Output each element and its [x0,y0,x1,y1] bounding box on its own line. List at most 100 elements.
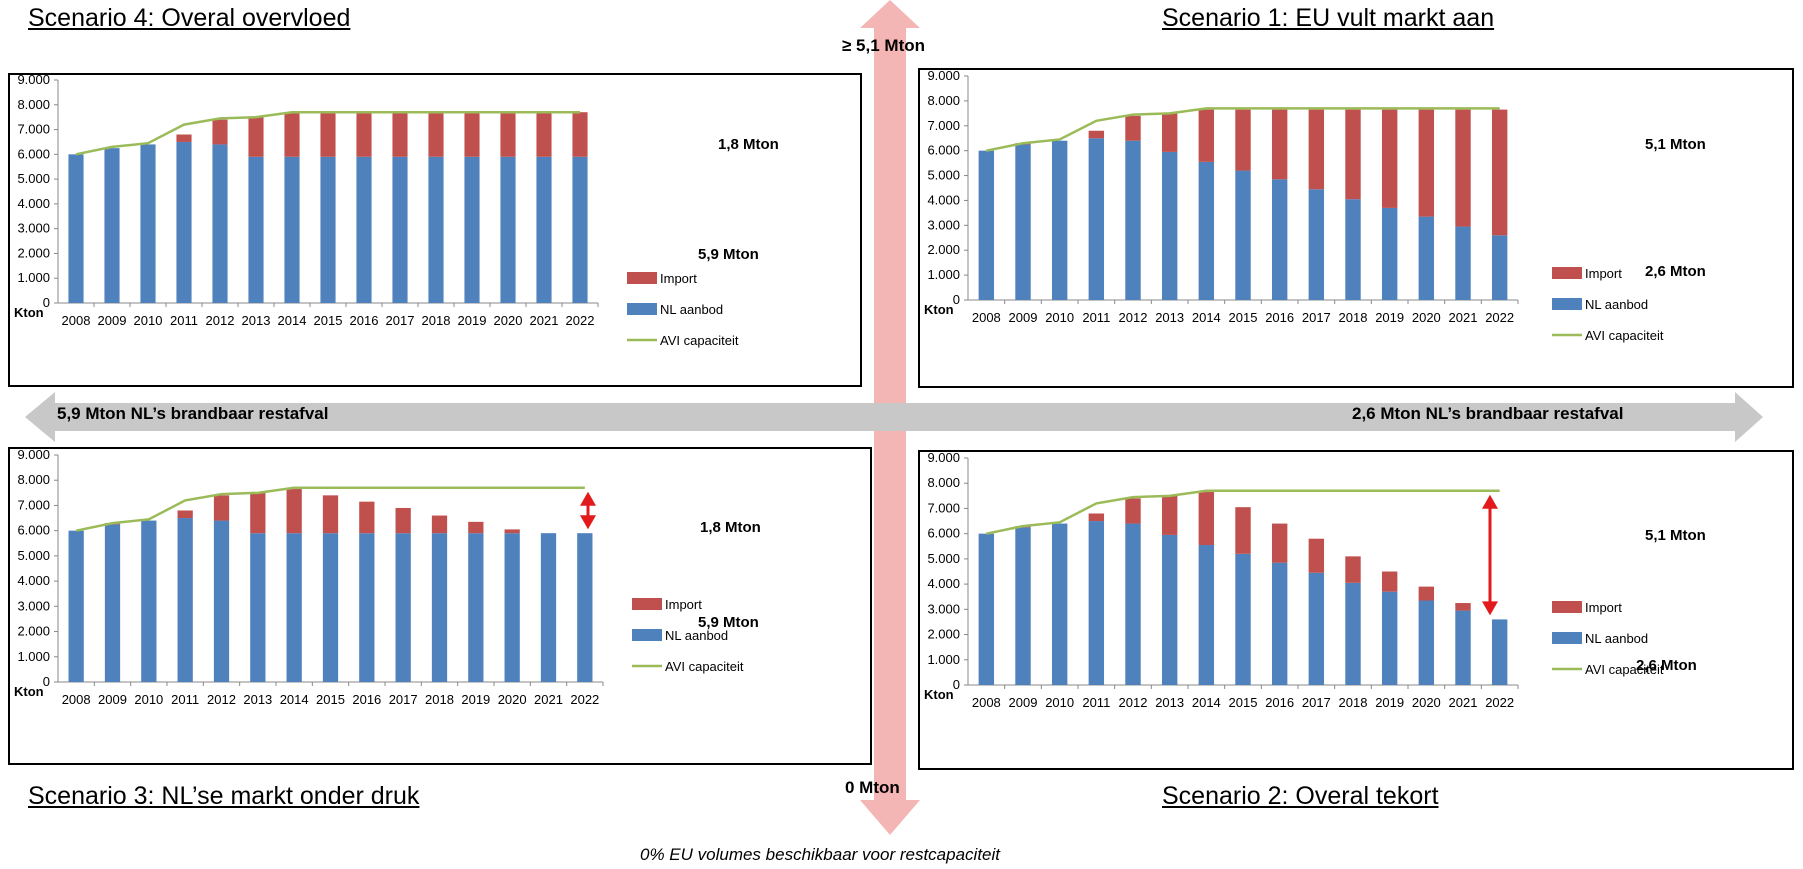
bar-import [1125,498,1141,524]
gap-arrow-head-down [580,515,596,530]
x-tick-label: 2022 [1485,695,1514,710]
legend-swatch [627,272,657,284]
bar-import [250,492,266,534]
y-axis-unit-label: Kton [14,684,44,699]
x-tick-label: 2018 [1339,695,1368,710]
x-tick-label: 2017 [389,692,418,707]
bar-import [1125,115,1141,141]
s1-annotation-import: 5,1 Mton [1645,136,1706,153]
y-tick-label: 8.000 [17,97,50,112]
y-tick-label: 5.000 [927,551,960,566]
bar-import [1088,513,1105,522]
y-tick-label: 2.000 [927,242,960,257]
bar-import [395,507,411,534]
y-tick-label: 0 [953,677,960,692]
x-tick-label: 2022 [566,313,595,328]
bar-import [1345,109,1361,200]
s3-annotation-nl: 5,9 Mton [698,614,759,631]
avi-capaciteit-line [986,107,1500,152]
y-tick-label: 0 [43,295,50,310]
bar-import [431,515,448,534]
x-tick-label: 2013 [242,313,271,328]
y-tick-label: 3.000 [17,221,50,236]
x-tick-label: 2009 [1009,310,1038,325]
bar-import [1308,109,1325,190]
chart-scenario-4: 0 1.000 2.000 3.000 4.000 5.000 6.000 7.000 8.00… [8,73,862,387]
x-tick-label: 2013 [1155,695,1184,710]
legend-swatch [632,629,662,641]
y-tick-label: 4.000 [927,576,960,591]
y-tick-label: 3.000 [17,598,50,613]
bar-import [1235,109,1251,171]
bar-nl-aanbod [978,150,995,300]
bar-nl-aanbod [1381,591,1398,685]
y-tick-label: 1.000 [927,267,960,282]
legend-label: NL aanbod [665,628,728,643]
bar-nl-aanbod [356,156,372,303]
bar-import [572,112,588,157]
bar-nl-aanbod [213,520,230,682]
y-tick-label: 2.000 [927,627,960,642]
y-tick-label: 1.000 [17,270,50,285]
bar-import [468,521,484,534]
bar-import [504,529,520,534]
y-tick-label: 3.000 [927,601,960,616]
x-tick-label: 2020 [494,313,523,328]
bar-nl-aanbod [540,533,557,682]
bar-import [1235,507,1251,554]
bar-import [1455,109,1471,227]
x-tick-label: 2019 [1375,695,1404,710]
y-tick-label: 7.000 [927,500,960,515]
avi-capaciteit-line [75,486,585,532]
scenario-1-title: Scenario 1: EU vult markt aan [1162,4,1495,32]
x-tick-label: 2012 [206,313,235,328]
x-tick-label: 2017 [1302,310,1331,325]
y-tick-label: 4.000 [17,573,50,588]
bar-nl-aanbod [468,533,484,682]
x-tick-label: 2015 [1229,310,1258,325]
bar-nl-aanbod [1088,521,1105,685]
bar-import [1455,603,1471,611]
bar-import [1381,571,1398,592]
bar-import [322,495,339,534]
bar-import [1161,495,1178,535]
x-tick-label: 2011 [170,313,198,328]
s1-annotation-nl: 2,6 Mton [1645,263,1706,280]
x-tick-label: 2011 [1082,310,1110,325]
bar-nl-aanbod [322,533,339,682]
bar-import [359,501,375,534]
chart-scenario-1: 0 1.000 2.000 3.000 4.000 5.000 6.000 7.000 8.00… [918,68,1794,388]
bar-nl-aanbod [1235,170,1251,300]
legend-label: AVI capaciteit [660,333,739,348]
bar-nl-aanbod [1345,582,1361,685]
bar-import [177,510,193,519]
legend-label: Import [660,271,697,286]
bar-nl-aanbod [140,144,156,303]
chart-scenario-2-svg: 0 1.000 2.000 3.000 4.000 5.000 6.000 7.000 8.00… [924,452,1664,710]
bar-import [428,112,444,157]
x-tick-label: 2011 [171,692,199,707]
y-tick-label: 8.000 [927,475,960,490]
bar-nl-aanbod [250,533,266,682]
bar-nl-aanbod [1015,144,1031,300]
y-tick-label: 0 [953,292,960,307]
x-tick-label: 2013 [1155,310,1184,325]
y-tick-label: 8.000 [927,93,960,108]
y-tick-label: 7.000 [17,122,50,137]
legend-swatch [632,598,662,610]
bar-import [213,495,230,521]
y-tick-label: 9.000 [927,452,960,465]
legend-swatch [627,303,657,315]
bar-nl-aanbod [104,148,120,303]
y-tick-label: 6.000 [17,146,50,161]
x-tick-label: 2014 [1192,310,1221,325]
y-tick-label: 9.000 [927,70,960,83]
x-tick-label: 2014 [1192,695,1221,710]
bar-nl-aanbod [68,154,84,303]
y-tick-label: 3.000 [927,217,960,232]
x-tick-label: 2015 [314,313,343,328]
x-tick-label: 2008 [62,313,91,328]
x-tick-label: 2019 [458,313,487,328]
legend-label: Import [1585,266,1622,281]
